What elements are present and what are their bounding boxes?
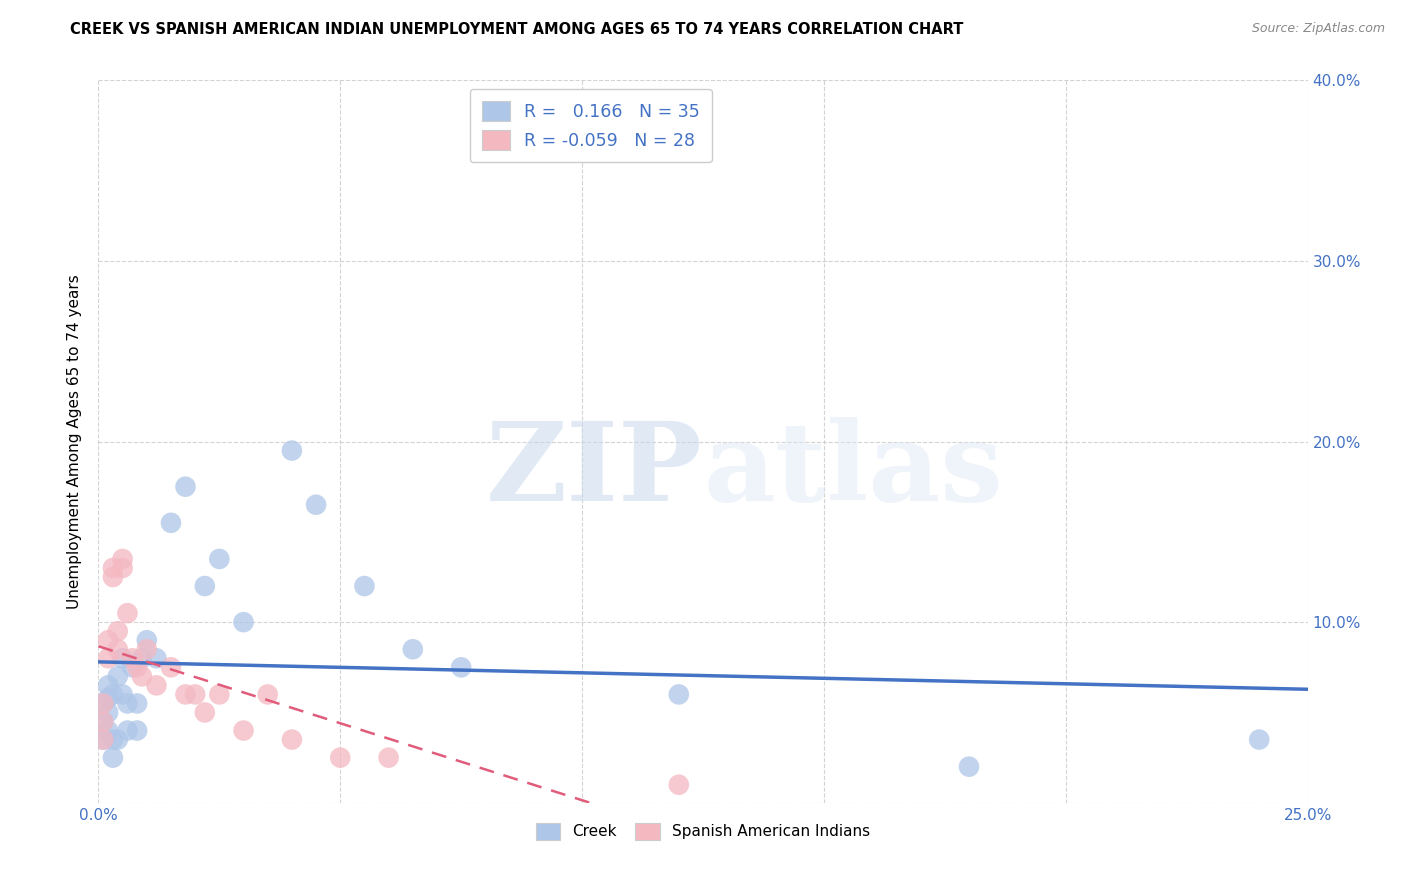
Point: [402, 642, 425, 657]
Point: [101, 732, 124, 747]
Point: [107, 642, 129, 657]
Text: CREEK VS SPANISH AMERICAN INDIAN UNEMPLOYMENT AMONG AGES 65 TO 74 YEARS CORRELAT: CREEK VS SPANISH AMERICAN INDIAN UNEMPLO…: [70, 22, 963, 37]
Point: [91, 697, 114, 711]
Point: [305, 498, 328, 512]
Point: [184, 687, 207, 701]
Point: [329, 750, 352, 764]
Point: [174, 687, 197, 701]
Point: [107, 624, 129, 639]
Point: [668, 687, 690, 701]
Point: [668, 778, 690, 792]
Point: [160, 660, 183, 674]
Point: [111, 687, 134, 701]
Point: [957, 760, 980, 774]
Point: [117, 606, 139, 620]
Point: [194, 579, 217, 593]
Point: [194, 706, 217, 720]
Point: [145, 678, 167, 692]
Point: [131, 669, 153, 683]
Point: [450, 660, 472, 674]
Legend: Creek, Spanish American Indians: Creek, Spanish American Indians: [530, 817, 876, 846]
Point: [101, 570, 124, 584]
Point: [91, 714, 114, 729]
Point: [160, 516, 183, 530]
Point: [107, 669, 129, 683]
Point: [111, 651, 134, 665]
Point: [1249, 732, 1271, 747]
Point: [97, 651, 120, 665]
Point: [127, 723, 149, 738]
Point: [232, 615, 254, 630]
Point: [208, 552, 231, 566]
Text: atlas: atlas: [703, 417, 1002, 524]
Point: [97, 706, 120, 720]
Point: [281, 732, 304, 747]
Point: [174, 480, 197, 494]
Point: [97, 633, 120, 648]
Point: [97, 678, 120, 692]
Point: [145, 651, 167, 665]
Point: [127, 660, 149, 674]
Point: [97, 723, 120, 738]
Point: [107, 732, 129, 747]
Point: [97, 691, 120, 706]
Point: [135, 642, 157, 657]
Point: [281, 443, 304, 458]
Point: [111, 561, 134, 575]
Point: [131, 651, 153, 665]
Point: [121, 651, 143, 665]
Point: [111, 552, 134, 566]
Y-axis label: Unemployment Among Ages 65 to 74 years: Unemployment Among Ages 65 to 74 years: [67, 274, 83, 609]
Point: [208, 687, 231, 701]
Point: [121, 660, 143, 674]
Point: [91, 732, 114, 747]
Point: [117, 723, 139, 738]
Point: [91, 714, 114, 729]
Point: [91, 697, 114, 711]
Point: [101, 561, 124, 575]
Point: [91, 732, 114, 747]
Point: [232, 723, 254, 738]
Text: ZIP: ZIP: [486, 417, 703, 524]
Point: [377, 750, 399, 764]
Point: [101, 750, 124, 764]
Point: [101, 687, 124, 701]
Point: [353, 579, 375, 593]
Point: [127, 697, 149, 711]
Point: [117, 697, 139, 711]
Point: [135, 633, 157, 648]
Point: [256, 687, 278, 701]
Text: Source: ZipAtlas.com: Source: ZipAtlas.com: [1251, 22, 1385, 36]
